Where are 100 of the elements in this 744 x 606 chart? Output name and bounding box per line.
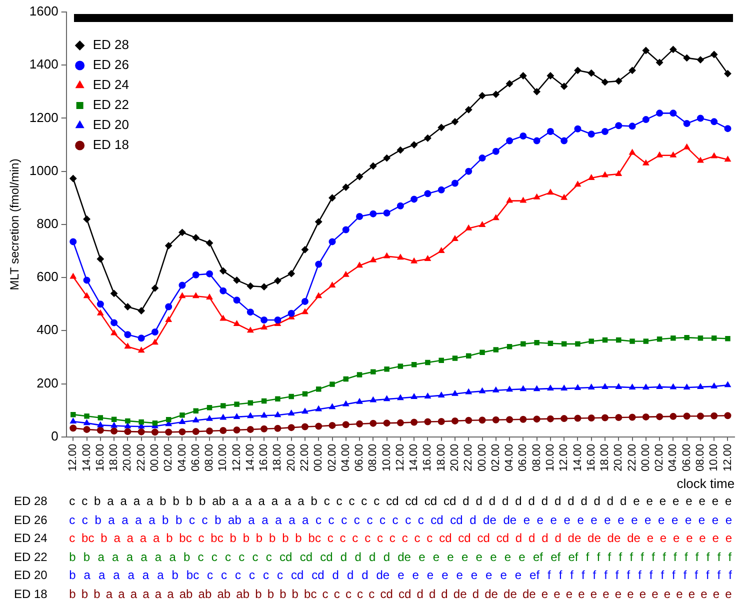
point <box>234 402 240 407</box>
point <box>248 400 254 406</box>
y-tick-label: 400 <box>36 322 58 338</box>
legend-label: ED 24 <box>92 77 129 92</box>
legend-label: ED 28 <box>92 37 129 52</box>
x-tick-label: 14.00 <box>408 444 420 472</box>
point <box>342 400 349 406</box>
text: ED 24 <box>14 531 48 545</box>
point <box>234 413 240 419</box>
point <box>533 88 540 96</box>
point <box>206 428 214 435</box>
point <box>397 394 404 400</box>
point <box>506 344 512 350</box>
point <box>656 110 664 117</box>
x-axis-title: clock time <box>676 476 735 491</box>
x-tick-label: 16.00 <box>422 444 434 472</box>
x-tick-label: 22.00 <box>135 444 148 472</box>
point <box>492 386 499 392</box>
point <box>97 422 104 428</box>
point <box>383 420 390 427</box>
point <box>533 416 540 423</box>
text: ED 26 <box>14 512 48 526</box>
point <box>602 78 608 86</box>
point <box>356 372 362 378</box>
point <box>479 221 486 227</box>
point <box>83 276 90 284</box>
point <box>220 427 227 434</box>
point <box>602 172 608 178</box>
point <box>96 255 104 262</box>
point <box>356 398 363 404</box>
x-tick-label: 18.00 <box>108 444 120 472</box>
point <box>151 428 158 436</box>
point <box>234 320 240 326</box>
x-tick-label: 16.00 <box>585 444 598 472</box>
point <box>451 118 458 126</box>
point <box>520 197 526 203</box>
point <box>520 416 527 423</box>
point <box>84 414 90 419</box>
x-tick-label: 16.00 <box>258 444 270 472</box>
point <box>342 226 350 234</box>
point <box>438 418 445 425</box>
x-tick-label: 12.00 <box>67 444 80 472</box>
point <box>83 426 90 433</box>
point <box>288 410 294 416</box>
point <box>506 197 513 203</box>
point <box>206 415 213 421</box>
text: ED 22 <box>14 550 48 564</box>
point <box>451 180 458 187</box>
point <box>330 382 335 387</box>
point <box>629 384 636 390</box>
point <box>642 413 650 420</box>
x-tick-label: 08.00 <box>694 444 706 472</box>
x-tick-label: 18.00 <box>272 444 284 472</box>
point <box>546 72 554 80</box>
x-tick-label: 10.00 <box>708 444 720 472</box>
point <box>588 174 594 180</box>
x-tick-label: 02.00 <box>654 444 666 472</box>
point <box>642 160 650 166</box>
point <box>329 404 336 410</box>
point <box>602 337 608 343</box>
point <box>233 426 240 434</box>
point <box>288 424 295 432</box>
x-tick-label: 08.00 <box>367 444 380 472</box>
point <box>98 415 104 420</box>
point <box>615 122 622 130</box>
point <box>138 347 144 353</box>
point <box>166 416 172 422</box>
point <box>410 141 418 148</box>
point <box>343 376 349 382</box>
x-tick-label: 16.00 <box>94 444 106 472</box>
legend-label: ED 22 <box>92 97 129 112</box>
point <box>534 386 540 392</box>
point <box>478 92 486 100</box>
point <box>616 337 622 343</box>
x-tick-label: 18.00 <box>435 444 448 472</box>
point <box>261 398 267 404</box>
point <box>725 336 730 342</box>
point <box>370 369 376 374</box>
text: ED 20 <box>14 568 48 582</box>
point <box>260 425 268 432</box>
point <box>493 347 499 352</box>
point <box>192 416 199 422</box>
text: c c b a a a a b b c c b ab a a a a a c c c c c c c c c cd cd d de de e e e e e e e e e e e e e e e e <box>69 512 732 526</box>
x-tick-label: 14.00 <box>80 444 93 472</box>
y-tick-label: 1200 <box>29 110 58 125</box>
point <box>574 384 581 390</box>
point <box>110 290 118 297</box>
point <box>710 118 718 126</box>
point <box>356 212 364 220</box>
x-tick-label: 20.00 <box>285 444 298 472</box>
point <box>560 82 568 90</box>
point <box>520 72 527 80</box>
point <box>642 384 650 390</box>
point <box>370 420 377 427</box>
point <box>438 124 445 132</box>
point <box>506 137 514 144</box>
point <box>302 408 308 414</box>
x-tick-label: 02.00 <box>490 444 502 472</box>
point <box>588 130 595 138</box>
point <box>124 343 131 349</box>
